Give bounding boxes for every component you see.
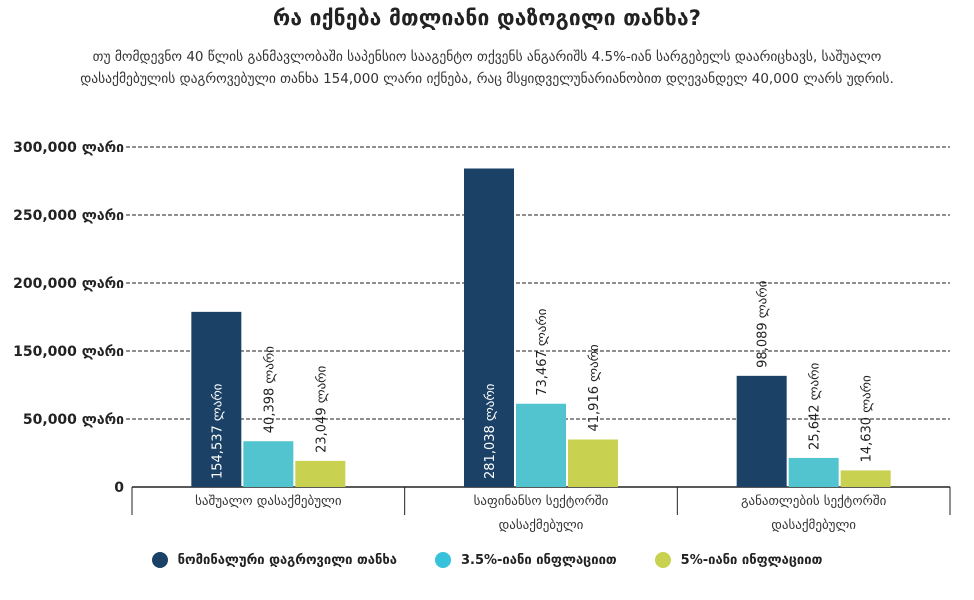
bar[interactable] xyxy=(243,441,294,487)
data-label: 14,630 ლარი xyxy=(860,375,875,462)
category-label: საფინანსო სექტორში xyxy=(474,494,609,509)
legend-swatch-nominal xyxy=(151,552,168,568)
data-label: 154,537 ლარი xyxy=(210,383,225,479)
legend-swatch-inflation-3-5 xyxy=(434,552,451,568)
y-tick-label: 250,000 ლარი xyxy=(13,208,124,224)
bar[interactable] xyxy=(295,460,346,487)
bar[interactable] xyxy=(840,470,891,487)
subtitle-line-2: დასაქმებულის დაგროვებული თანხა 154,000 ლ… xyxy=(80,71,894,87)
legend-swatch-inflation-5 xyxy=(654,552,671,568)
y-tick-label: 150,000 ლარი xyxy=(13,344,124,360)
y-tick-label: 0 xyxy=(114,480,124,496)
bar[interactable] xyxy=(736,375,787,487)
legend-item-inflation-5[interactable]: 5%-იანი ინფლაციით xyxy=(654,552,823,568)
bar[interactable] xyxy=(191,311,242,487)
category-label: დასაქმებული xyxy=(771,518,856,533)
legend: ნომინალური დაგროვილი თანხა 3.5%-იანი ინფ… xyxy=(0,552,974,568)
subtitle-line-1: თუ მომდევნო 40 წლის განმავლობაში საპენსი… xyxy=(92,49,882,65)
bar[interactable] xyxy=(568,439,618,487)
legend-label-inflation-3-5: 3.5%-იანი ინფლაციით xyxy=(460,552,617,568)
bar[interactable] xyxy=(516,403,566,487)
data-label: 40,398 ლარი xyxy=(262,346,277,433)
data-label: 41,916 ლარი xyxy=(587,344,602,431)
legend-label-inflation-5: 5%-იანი ინფლაციით xyxy=(680,552,823,568)
legend-item-inflation-3-5[interactable]: 3.5%-იანი ინფლაციით xyxy=(434,552,617,568)
data-label: 98,089 ლარი xyxy=(756,280,771,367)
bar-chart: 0 50,000 ლარი 150,000 ლარი 200,000 ლარი 250,… xyxy=(13,140,951,533)
bar[interactable] xyxy=(788,457,839,487)
category-label: განათლების სექტორში xyxy=(741,494,887,509)
chart-subtitle: თუ მომდევნო 40 წლის განმავლობაში საპენსი… xyxy=(20,46,954,90)
data-label: 25,642 ლარი xyxy=(808,363,823,450)
data-label: 73,467 ლარი xyxy=(535,308,550,395)
y-tick-label: 200,000 ლარი xyxy=(13,276,124,292)
legend-label-nominal: ნომინალური დაგროვილი თანხა xyxy=(177,552,397,568)
category-label: საშუალო დასაქმებული xyxy=(195,494,342,509)
y-tick-label: 300,000 ლარი xyxy=(13,140,124,156)
chart-title: რა იქნება მთლიანი დაზოგილი თანხა? xyxy=(272,6,702,30)
y-tick-label: 50,000 ლარი xyxy=(23,412,124,428)
bar[interactable] xyxy=(464,168,514,487)
data-label: 23,049 ლარი xyxy=(314,365,329,452)
legend-item-nominal[interactable]: ნომინალური დაგროვილი თანხა xyxy=(151,552,397,568)
data-label: 281,038 ლარი xyxy=(483,383,498,479)
category-label: დასაქმებული xyxy=(499,518,584,533)
